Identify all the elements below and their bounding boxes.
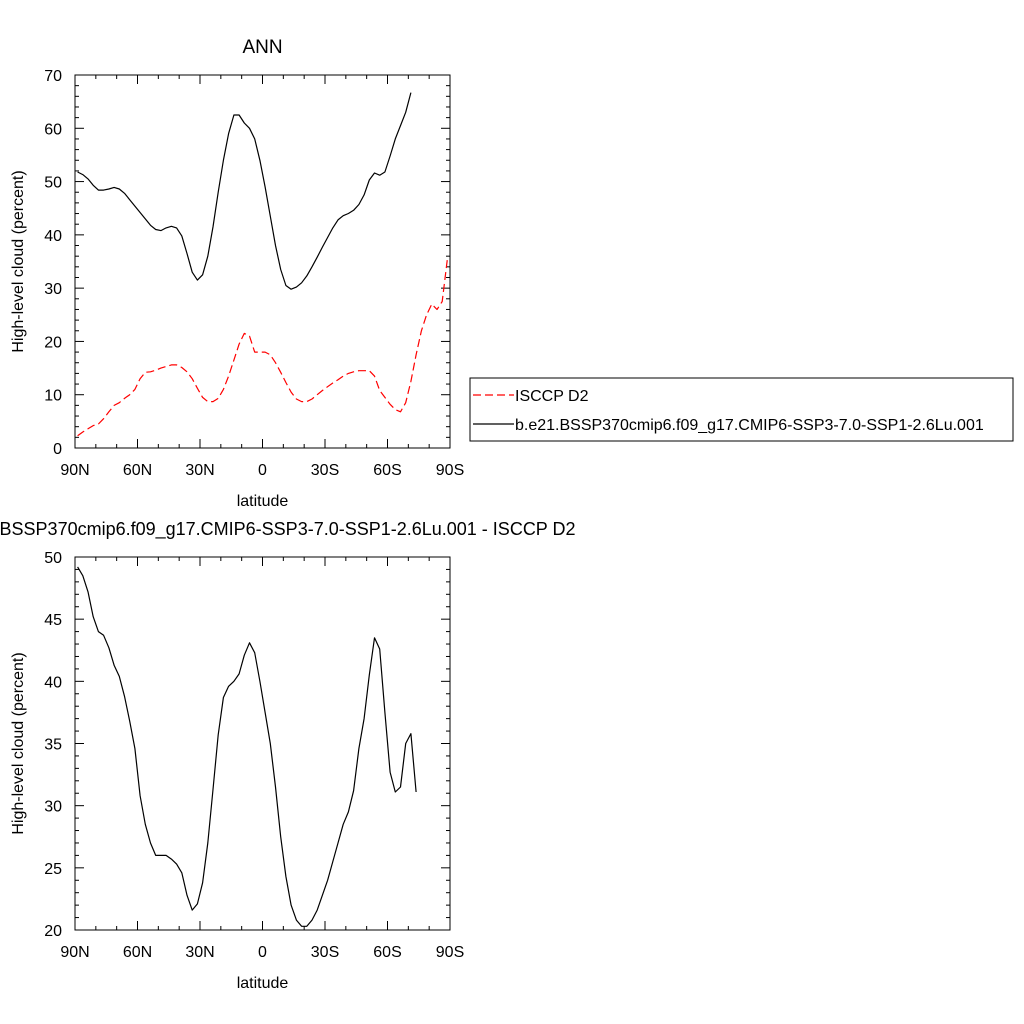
- x-axis-label: latitude: [237, 975, 289, 992]
- y-tick-label: 40: [44, 228, 62, 245]
- x-tick-label: 0: [258, 462, 267, 479]
- plot-frame: [75, 557, 450, 930]
- chart-panel-2: b.e21.BSSP370cmip6.f09_g17.CMIP6-SSP3-7.…: [0, 519, 576, 992]
- y-axis-label: High-level cloud (percent): [10, 652, 27, 834]
- legend-label-2: b.e21.BSSP370cmip6.f09_g17.CMIP6-SSP3-7.…: [515, 417, 984, 434]
- y-axis-label: High-level cloud (percent): [10, 170, 27, 352]
- y-tick-label: 70: [44, 68, 62, 85]
- chart-title: b.e21.BSSP370cmip6.f09_g17.CMIP6-SSP3-7.…: [0, 519, 576, 540]
- x-tick-label: 90S: [436, 462, 464, 479]
- x-tick-label: 60S: [373, 944, 401, 961]
- legend: ISCCP D2 b.e21.BSSP370cmip6.f09_g17.CMIP6…: [470, 378, 1013, 441]
- x-tick-label: 30S: [311, 462, 339, 479]
- x-tick-label: 90N: [60, 944, 89, 961]
- y-tick-label: 30: [44, 799, 62, 816]
- x-tick-label: 90S: [436, 944, 464, 961]
- series-line-1: [78, 567, 417, 926]
- series-line-1: [78, 259, 448, 436]
- y-tick-label: 0: [53, 441, 62, 458]
- y-tick-label: 30: [44, 281, 62, 298]
- x-tick-label: 60N: [123, 944, 152, 961]
- y-tick-label: 40: [44, 674, 62, 691]
- y-tick-label: 60: [44, 121, 62, 138]
- x-tick-label: 60N: [123, 462, 152, 479]
- y-tick-label: 20: [44, 334, 62, 351]
- chart-panel-1: ANN 90N 60N 30N 0 30S 60S 90S 0 10 20 30 40 50 60 70 lat…: [10, 37, 1013, 510]
- y-tick-label: 10: [44, 388, 62, 405]
- y-tick-label: 25: [44, 861, 62, 878]
- x-tick-label: 0: [258, 944, 267, 961]
- x-tick-label: 60S: [373, 462, 401, 479]
- x-tick-label: 30N: [185, 944, 214, 961]
- x-tick-label: 30S: [311, 944, 339, 961]
- x-axis-label: latitude: [237, 493, 289, 510]
- legend-label-1: ISCCP D2: [515, 388, 589, 405]
- chart-title: ANN: [242, 37, 282, 58]
- x-tick-label: 90N: [60, 462, 89, 479]
- y-tick-label: 45: [44, 612, 62, 629]
- y-tick-label: 50: [44, 175, 62, 192]
- plot-frame: [75, 75, 450, 448]
- y-tick-label: 35: [44, 737, 62, 754]
- series-line-2: [78, 93, 411, 290]
- x-tick-label: 30N: [185, 462, 214, 479]
- y-tick-label: 20: [44, 923, 62, 940]
- y-tick-label: 50: [44, 550, 62, 567]
